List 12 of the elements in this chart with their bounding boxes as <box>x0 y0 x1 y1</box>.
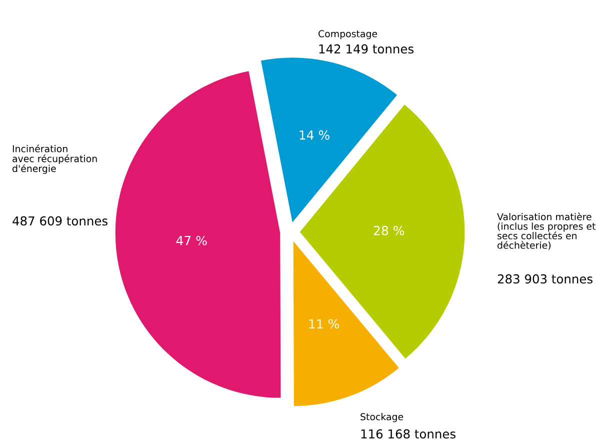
data-label: 28 % <box>374 226 404 236</box>
text: 142 149 tonnes <box>319 44 414 54</box>
slice-label: Compostage <box>318 30 378 40</box>
text: 487 609 tonnes <box>12 216 108 226</box>
data-label: 47 % <box>176 236 207 246</box>
text: 116 168 tonnes <box>361 429 456 439</box>
data-label: 14 % <box>300 130 330 140</box>
data-label: 11 % <box>309 319 340 329</box>
text: 283 903 tonnes <box>498 274 592 284</box>
slice-label: Valorisation matière (inclus les propres et secs collectés en déchèterie) <box>497 212 596 250</box>
slice-label: Incinération avec récupération d'énergie <box>12 144 97 174</box>
slice-label: Stockage <box>360 413 404 422</box>
